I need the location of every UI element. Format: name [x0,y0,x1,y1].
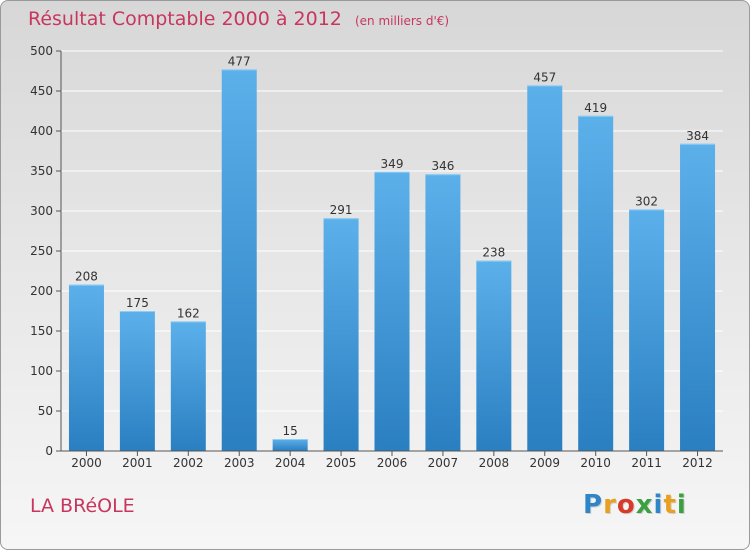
bar-2001 [119,311,155,451]
bar-2009 [527,85,563,452]
x-tick-label: 2001 [122,456,153,470]
bar-2010 [578,115,614,452]
bars [68,69,716,452]
data-label: 162 [177,306,200,320]
y-tick-label: 0 [45,444,53,458]
y-tick-label: 100 [30,364,53,378]
data-label: 208 [75,270,98,284]
logo-letter: r [603,490,617,520]
bar-2007 [425,174,461,451]
y-tick-label: 300 [30,204,53,218]
data-label: 15 [283,424,298,438]
data-label: 477 [228,54,251,68]
x-tick-label: 2004 [275,456,306,470]
bar-2012 [680,143,716,452]
data-labels: 208 175 162 477 15 291 349 346 238 457 419 302 384 [75,54,709,438]
x-tick-label: 2007 [428,456,459,470]
bar-2003 [221,69,257,452]
x-tick-label: 2005 [326,456,357,470]
data-label: 238 [482,246,505,260]
y-tick-label: 400 [30,124,53,138]
logo-letter: x [635,490,654,520]
bar-2008 [476,260,512,451]
y-tick-label: 150 [30,324,53,338]
y-tick-label: 350 [30,164,53,178]
proxiti-logo: Proxiti [583,490,687,520]
y-tick-label: 50 [38,404,53,418]
data-label: 291 [330,203,353,217]
x-tick-label: 2006 [377,456,408,470]
logo-letter: t [663,490,677,520]
data-label: 384 [686,129,709,143]
data-label: 419 [584,101,607,115]
x-tick-label: 2003 [224,456,255,470]
commune-name: LA BRéOLE [30,495,135,517]
x-tick-label: 2012 [682,456,713,470]
y-tick-label: 450 [30,84,53,98]
x-tick-label: 2008 [479,456,510,470]
x-tick-label: 2011 [631,456,662,470]
bar-2000 [68,284,104,451]
x-tick-label: 2009 [529,456,560,470]
data-label: 175 [126,296,149,310]
data-label: 346 [431,159,454,173]
bar-2005 [323,218,359,451]
axes: 0 50 100 150 200 250 300 350 400 450 500 2000 2001 20… [30,44,723,470]
y-tick-label: 250 [30,244,53,258]
logo-letter: i [676,490,687,520]
x-tick-label: 2010 [580,456,611,470]
logo-letter: o [616,490,636,520]
bar-2006 [374,171,410,452]
logo-letter: P [583,490,604,520]
chart-title-row: Résultat Comptable 2000 à 2012 (en milli… [28,8,449,30]
chart-subtitle: (en milliers d'€) [354,14,450,28]
x-tick-label: 2000 [71,456,102,470]
bar-2004 [272,439,308,451]
y-tick-label: 200 [30,284,53,298]
data-label: 349 [381,157,404,171]
logo-letter: i [653,490,664,520]
chart-title: Résultat Comptable 2000 à 2012 [28,8,342,30]
y-tick-label: 500 [30,44,53,58]
bar-2002 [170,321,206,451]
data-label: 457 [533,70,556,84]
x-tick-label: 2002 [173,456,204,470]
bar-2011 [629,209,665,451]
data-label: 302 [635,194,658,208]
